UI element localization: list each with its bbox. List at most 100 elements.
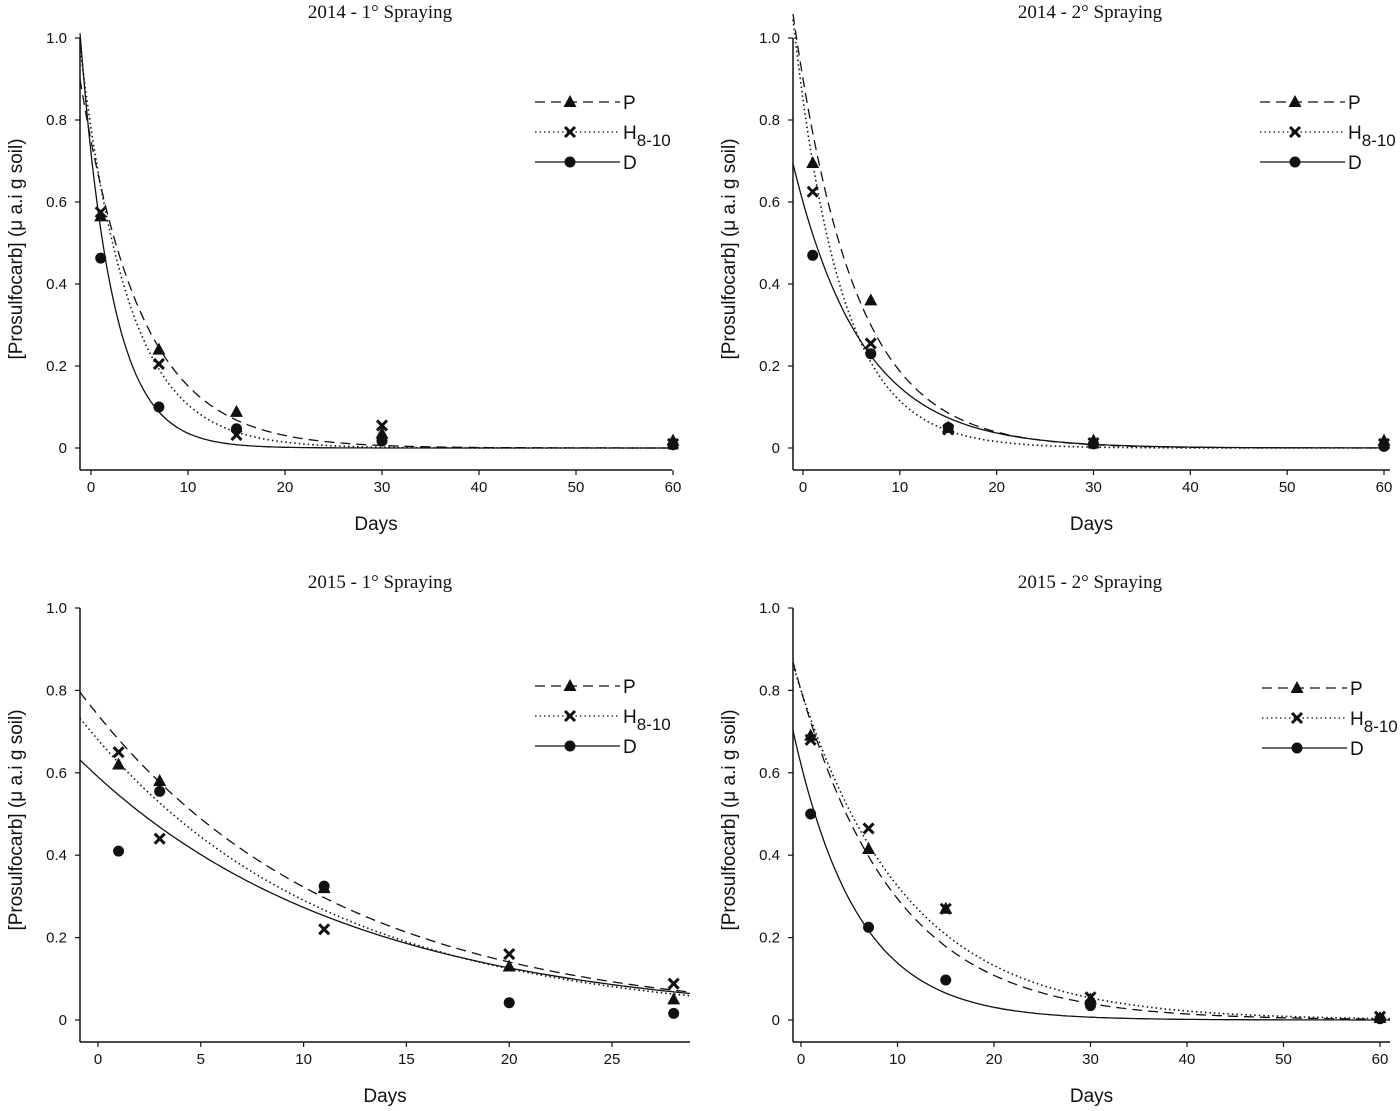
fit-curve-x [79, 717, 691, 997]
chart-panel-3: 2015 - 1° Spraying 0 0.2 0.4 0.6 0.8 1.0 0 5 10 15… [6, 572, 691, 1107]
data-point-d [1374, 1013, 1386, 1025]
x-tick-label: 20 [988, 479, 1005, 496]
legend-marker [1288, 95, 1302, 107]
chart-panel-4: 2015 - 2° Spraying 0 0.2 0.4 0.6 0.8 1.0 0 10 20 3… [719, 572, 1398, 1107]
legend-marker [1291, 742, 1303, 754]
data-point-d [231, 423, 242, 435]
chart-title: 2014 - 1° Spraying [308, 2, 453, 23]
data-point-d [940, 974, 952, 986]
legend-marker [564, 156, 576, 168]
chart-title: 2014 - 2° Spraying [1018, 2, 1163, 23]
chart-panel-1: 2014 - 1° Spraying 0 0.2 0.4 0.6 0.8 1.0 0 10 20 3… [6, 2, 681, 535]
legend-label: H8-10 [1350, 709, 1398, 736]
y-tick-label: 0 [772, 440, 780, 457]
data-point-d [667, 439, 679, 451]
x-tick-label: 50 [568, 479, 585, 496]
y-tick-label: 0.4 [759, 847, 780, 864]
x-tick-label: 10 [891, 479, 908, 496]
data-point-d [318, 880, 330, 892]
data-point-d [376, 435, 388, 447]
data-point-p [667, 992, 681, 1005]
data-point-d [154, 785, 166, 797]
x-tick-label: 30 [1085, 479, 1102, 496]
x-tick-label: 50 [1279, 479, 1296, 496]
y-tick-label: 0.2 [759, 930, 780, 947]
x-tick-label: 40 [471, 479, 488, 496]
x-axis-label: Days [1070, 514, 1113, 535]
legend-label-main: H [1350, 709, 1364, 730]
y-tick-label: 1.0 [46, 600, 67, 617]
data-point-d [95, 252, 107, 264]
data-point-d [668, 1007, 680, 1019]
data-point-d [113, 845, 125, 857]
marker-x-stroke [318, 923, 331, 936]
legend-label: D [623, 153, 637, 174]
data-point-h8-10 [318, 923, 331, 936]
legend-marker [1290, 711, 1304, 725]
marker-x-stroke [152, 357, 165, 371]
x-axis-label: Days [363, 1086, 406, 1107]
data-point-p [230, 404, 243, 417]
legend-label-subscript: 8-10 [637, 131, 671, 150]
data-point-d [503, 997, 515, 1009]
marker-x-stroke [667, 977, 680, 990]
x-tick-label: 0 [797, 1051, 805, 1068]
data-point-d [1085, 1000, 1096, 1012]
legend-marker [1290, 681, 1304, 693]
marker-x-stroke [939, 902, 952, 915]
legend-marker [563, 125, 577, 139]
chart-title: 2015 - 2° Spraying [1018, 572, 1163, 593]
data-point-h8-10 [864, 337, 877, 350]
data-point-h8-10 [804, 733, 817, 746]
fit-curve-x [79, 46, 672, 449]
fit-curve-triangle [79, 691, 691, 993]
legend-marker [564, 740, 576, 752]
data-point-h8-10 [667, 977, 680, 990]
y-tick-label: 0.2 [759, 358, 780, 375]
y-tick-label: 1.0 [759, 30, 780, 47]
data-point-h8-10 [152, 357, 165, 371]
y-tick-label: 0.8 [46, 682, 67, 699]
legend-label: D [1350, 739, 1364, 760]
x-tick-label: 60 [1372, 1051, 1389, 1068]
data-point-h8-10 [153, 832, 166, 845]
legend-label: P [1348, 93, 1361, 114]
y-axis-label: [Prosulfocarb] (μ a.i g soil) [719, 138, 740, 359]
y-tick-label: 0.8 [759, 682, 780, 699]
fit-curve-x [792, 664, 1390, 1020]
fit-curve-x [792, 19, 1390, 449]
fit-curve-triangle [79, 79, 672, 449]
y-tick-label: 0.2 [46, 930, 67, 947]
legend-label: H8-10 [1348, 123, 1396, 150]
marker-x-stroke [864, 337, 877, 350]
data-point-p [94, 209, 108, 222]
y-tick-label: 0.8 [759, 112, 780, 129]
legend-marker [563, 709, 577, 723]
data-point-p [152, 342, 166, 355]
legend-label-main: H [623, 707, 637, 728]
marker-x-stroke [806, 185, 819, 198]
legend-marker [1289, 156, 1301, 168]
x-tick-label: 10 [295, 1051, 312, 1068]
data-point-h8-10 [112, 746, 125, 759]
y-tick-label: 0.6 [759, 765, 780, 782]
legend-label: D [1348, 153, 1362, 174]
data-point-p [864, 293, 878, 306]
x-tick-label: 5 [197, 1051, 205, 1068]
legend-label: P [623, 93, 636, 114]
data-point-d [863, 921, 875, 933]
legend-label: P [1350, 679, 1363, 700]
y-tick-label: 0 [772, 1012, 780, 1029]
marker-x-stroke [563, 709, 577, 723]
data-point-p [806, 156, 820, 169]
legend-label-subscript: 8-10 [1364, 717, 1398, 736]
y-tick-label: 0.2 [46, 358, 67, 375]
data-point-d [153, 401, 165, 413]
y-tick-label: 0 [59, 1012, 67, 1029]
marker-x-stroke [375, 419, 389, 432]
x-axis-label: Days [354, 514, 397, 535]
y-axis-label: [Prosulfocarb] (μ a.i g soil) [6, 709, 27, 930]
x-tick-label: 25 [604, 1051, 621, 1068]
